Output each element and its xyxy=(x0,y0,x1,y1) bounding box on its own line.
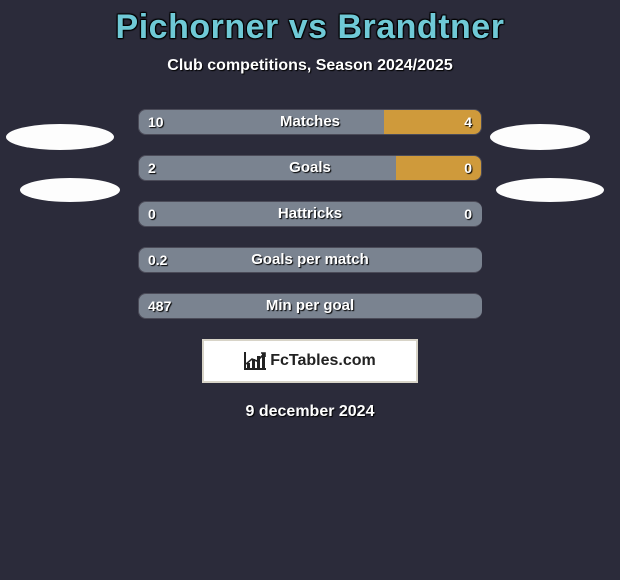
placeholder-ellipse xyxy=(20,178,120,202)
logo-trend-line-icon xyxy=(246,352,266,366)
stat-row: 2Goals0 xyxy=(138,155,482,181)
placeholder-ellipse xyxy=(6,124,114,150)
logo-chart-icon xyxy=(244,352,266,370)
bar-left-segment xyxy=(138,247,482,273)
subtitle: Club competitions, Season 2024/2025 xyxy=(0,57,620,75)
logo-text: FcTables.com xyxy=(270,352,376,370)
stat-row: 0Hattricks0 xyxy=(138,201,482,227)
bar-left-segment xyxy=(138,155,396,181)
footer-date: 9 december 2024 xyxy=(0,403,620,421)
logo-box: FcTables.com xyxy=(202,339,418,383)
stat-row: 0.2Goals per match xyxy=(138,247,482,273)
page-title: Pichorner vs Brandtner xyxy=(0,8,620,47)
bar-left-segment xyxy=(138,201,482,227)
stat-row: 10Matches4 xyxy=(138,109,482,135)
placeholder-ellipse xyxy=(490,124,590,150)
stat-row: 487Min per goal xyxy=(138,293,482,319)
bar-left-segment xyxy=(138,109,384,135)
bar-left-segment xyxy=(138,293,482,319)
placeholder-ellipse xyxy=(496,178,604,202)
